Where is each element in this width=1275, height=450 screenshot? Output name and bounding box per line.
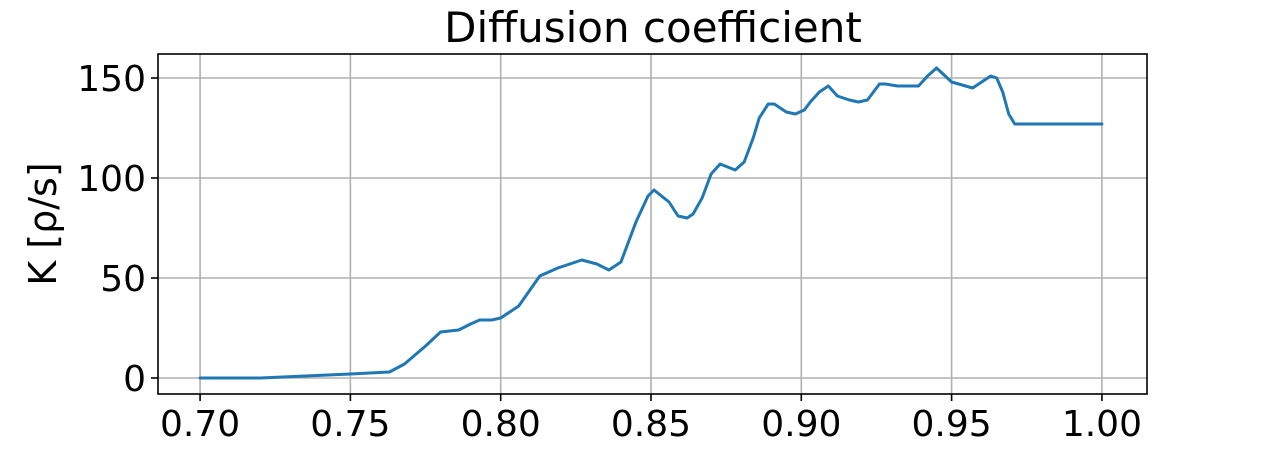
x-tick-label: 0.70 [160, 404, 240, 445]
x-tick-label: 1.00 [1062, 404, 1142, 445]
grid [158, 54, 1147, 394]
series-layer [198, 66, 1104, 380]
x-tick-label: 0.75 [310, 404, 390, 445]
y-tick-label: 0 [123, 359, 146, 400]
series-line [198, 66, 1104, 380]
x-tick-label: 0.95 [912, 404, 992, 445]
x-tick-label: 0.90 [761, 404, 841, 445]
x-tick-label: 0.80 [461, 404, 541, 445]
plot-frame [157, 53, 1148, 395]
y-tick-label: 100 [77, 159, 146, 200]
x-tick-label: 0.85 [611, 404, 691, 445]
y-tick-label: 150 [77, 59, 146, 100]
y-tick-label: 50 [100, 259, 146, 300]
chart-title: Diffusion coefficient [444, 3, 862, 52]
y-axis-label: K [ρ/s] [21, 162, 65, 285]
ticks: 0.70 0.75 0.80 0.85 0.90 0.95 1.00 0 50 100 150 [77, 59, 1142, 445]
